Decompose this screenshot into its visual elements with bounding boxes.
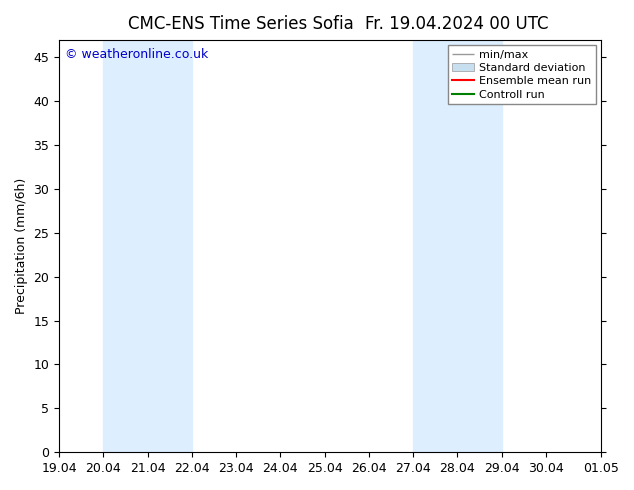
Text: Fr. 19.04.2024 00 UTC: Fr. 19.04.2024 00 UTC (365, 15, 548, 33)
Legend: min/max, Standard deviation, Ensemble mean run, Controll run: min/max, Standard deviation, Ensemble me… (448, 45, 595, 104)
Y-axis label: Precipitation (mm/6h): Precipitation (mm/6h) (15, 178, 28, 314)
Bar (413, 40, 501, 452)
Bar (103, 40, 192, 452)
Text: © weatheronline.co.uk: © weatheronline.co.uk (65, 48, 208, 61)
Text: CMC-ENS Time Series Sofia: CMC-ENS Time Series Sofia (128, 15, 354, 33)
